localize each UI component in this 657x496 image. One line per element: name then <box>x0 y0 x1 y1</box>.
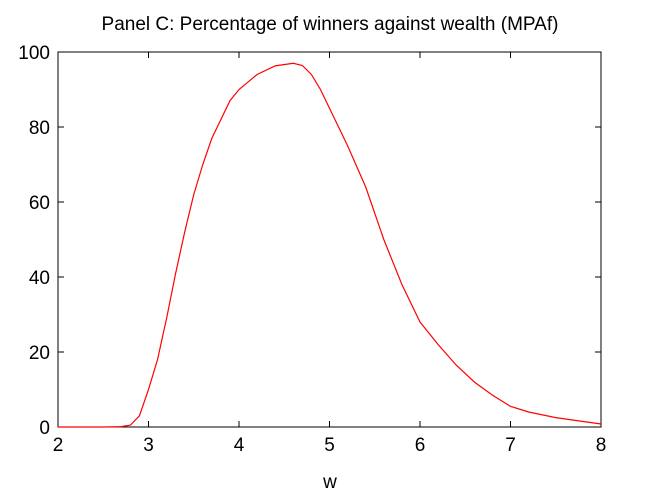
y-tick-label: 80 <box>29 118 50 139</box>
x-tick-label: 6 <box>415 435 426 456</box>
x-axis-label: w <box>322 472 337 493</box>
x-tick-label: 8 <box>596 435 607 456</box>
x-tick-label: 4 <box>234 435 245 456</box>
chart-title: Panel C: Percentage of winners against w… <box>102 14 559 35</box>
y-tick-label: 40 <box>29 268 50 289</box>
line-series <box>58 62 602 428</box>
y-tick-label: 0 <box>39 418 50 439</box>
x-tick-label: 2 <box>53 435 64 456</box>
x-tick-label: 3 <box>143 435 154 456</box>
y-tick-label: 100 <box>18 43 50 64</box>
x-tick-label: 7 <box>505 435 516 456</box>
x-tick-label: 5 <box>324 435 335 456</box>
y-tick-label: 60 <box>29 193 50 214</box>
y-tick-label: 20 <box>29 343 50 364</box>
